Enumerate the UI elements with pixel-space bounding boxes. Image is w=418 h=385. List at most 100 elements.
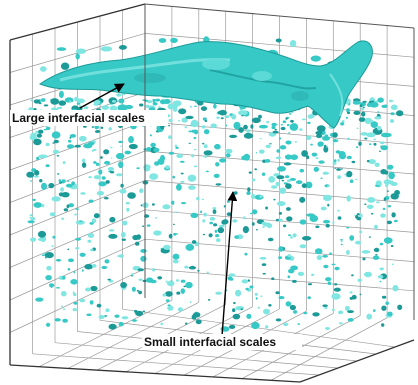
- droplet: [165, 280, 168, 283]
- droplet: [386, 164, 394, 170]
- droplet: [225, 153, 231, 158]
- droplet: [352, 100, 361, 105]
- droplet: [181, 117, 188, 123]
- droplet: [285, 117, 288, 120]
- droplet: [346, 250, 350, 255]
- droplet: [131, 286, 136, 292]
- droplet: [275, 156, 281, 160]
- droplet: [127, 192, 136, 199]
- droplet: [67, 268, 71, 271]
- droplet: [188, 142, 192, 144]
- droplet: [288, 132, 291, 134]
- droplet: [377, 125, 382, 131]
- droplet: [386, 220, 392, 225]
- droplet: [101, 105, 110, 110]
- droplet: [101, 265, 108, 270]
- annotation-small-scales: Small interfacial scales: [142, 191, 302, 350]
- droplet: [75, 220, 85, 225]
- droplet: [180, 288, 185, 294]
- droplet: [307, 296, 311, 300]
- droplet: [202, 117, 207, 121]
- droplet: [41, 204, 45, 208]
- droplet: [278, 218, 283, 222]
- droplet: [285, 175, 290, 179]
- droplet: [193, 148, 197, 151]
- droplet: [100, 156, 103, 159]
- droplet: [110, 146, 113, 149]
- droplet: [51, 196, 61, 202]
- droplet: [258, 114, 262, 119]
- droplet: [215, 234, 220, 238]
- droplet: [120, 282, 127, 288]
- droplet: [43, 236, 45, 238]
- droplet: [353, 110, 361, 115]
- droplet: [302, 236, 312, 241]
- droplet: [278, 212, 282, 215]
- droplet: [153, 147, 160, 153]
- droplet: [44, 252, 54, 259]
- droplet: [201, 198, 204, 201]
- droplet: [81, 162, 87, 168]
- droplet: [331, 263, 336, 266]
- droplet: [91, 126, 95, 128]
- droplet: [359, 230, 363, 234]
- droplet: [284, 154, 293, 160]
- droplet: [104, 315, 108, 317]
- droplet: [155, 98, 161, 102]
- droplet: [46, 265, 52, 271]
- droplet: [214, 229, 218, 233]
- droplet: [149, 173, 159, 180]
- droplet: [369, 143, 372, 146]
- droplet: [228, 273, 236, 277]
- droplet: [66, 180, 70, 182]
- droplet: [360, 107, 365, 111]
- droplet: [168, 118, 173, 123]
- droplet: [366, 204, 374, 209]
- droplet: [57, 106, 63, 110]
- droplet: [334, 167, 337, 169]
- droplet: [367, 197, 376, 203]
- droplet: [39, 179, 43, 183]
- droplet: [275, 291, 280, 295]
- droplet: [356, 127, 359, 130]
- droplet: [203, 150, 213, 156]
- droplet: [388, 171, 395, 180]
- droplet: [359, 213, 363, 218]
- droplet: [132, 234, 139, 241]
- droplet: [134, 241, 140, 246]
- droplet: [119, 145, 123, 147]
- droplet: [391, 212, 396, 218]
- droplet: [146, 147, 152, 152]
- droplet: [308, 283, 312, 286]
- droplet: [293, 310, 298, 314]
- droplet: [285, 301, 292, 307]
- droplet: [349, 296, 354, 300]
- droplet: [116, 93, 122, 97]
- droplet: [83, 106, 89, 110]
- droplet: [240, 308, 243, 311]
- droplet: [281, 179, 284, 182]
- droplet: [212, 207, 217, 210]
- droplet: [232, 219, 238, 223]
- droplet: [200, 210, 203, 214]
- droplet: [89, 300, 94, 305]
- droplet: [75, 53, 80, 60]
- droplet: [311, 273, 315, 276]
- droplet: [60, 62, 70, 70]
- droplet: [72, 291, 75, 294]
- droplet: [275, 318, 282, 322]
- droplet: [32, 198, 36, 201]
- droplet: [96, 191, 104, 196]
- droplet: [306, 135, 312, 141]
- droplet: [174, 144, 178, 147]
- droplet: [359, 293, 362, 296]
- droplet: [259, 149, 265, 154]
- droplet: [314, 248, 323, 255]
- droplet: [338, 310, 344, 315]
- droplet: [325, 277, 332, 282]
- droplet: [177, 120, 181, 122]
- droplet: [98, 315, 105, 319]
- droplet: [285, 183, 292, 190]
- droplet: [203, 212, 207, 217]
- droplet: [93, 99, 101, 105]
